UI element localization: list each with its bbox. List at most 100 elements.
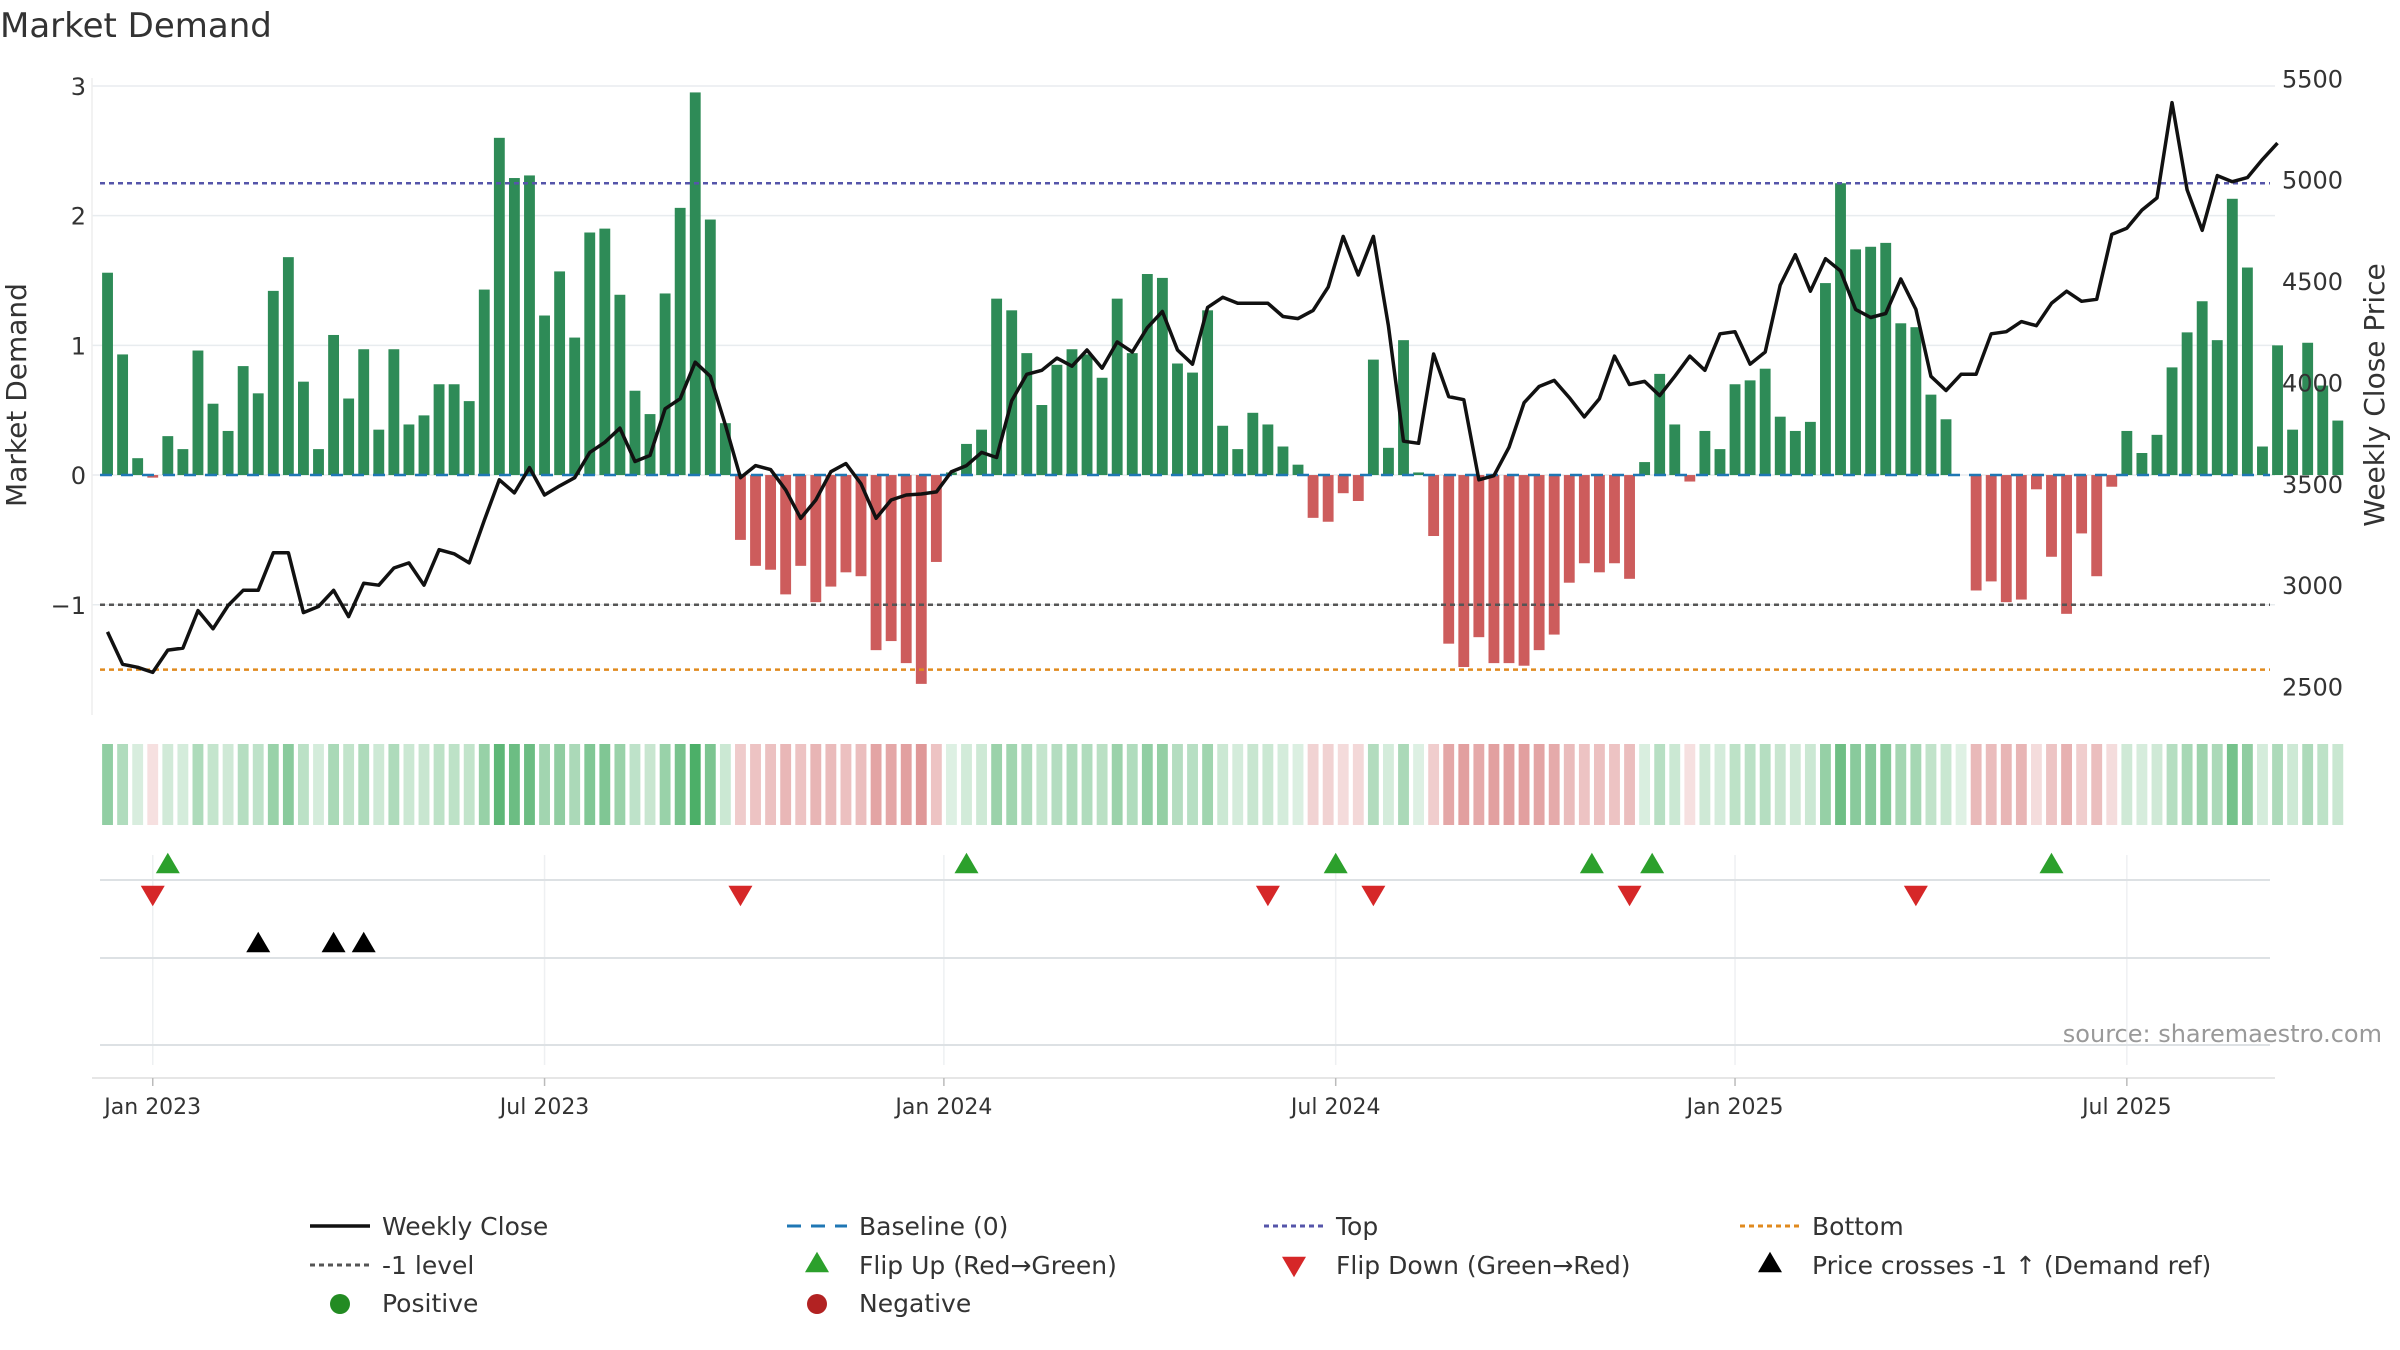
demand-bar [1820, 283, 1831, 476]
demand-bar [298, 381, 309, 476]
heat-cell [1985, 744, 1997, 825]
legend-label: Flip Down (Green→Red) [1336, 1251, 1631, 1280]
demand-bar [2136, 453, 2148, 476]
heat-cell [267, 744, 279, 825]
heat-cell [1639, 744, 1651, 825]
demand-bar [1217, 425, 1229, 476]
heat-cell [1850, 744, 1862, 825]
demand-bar [1307, 475, 1319, 518]
demand-bar [1729, 384, 1741, 476]
heat-cell [1443, 744, 1455, 825]
demand-bar [1051, 364, 1063, 476]
legend-label: Flip Up (Red→Green) [859, 1251, 1117, 1280]
demand-bar [1985, 475, 1997, 582]
gridlines [91, 78, 2275, 715]
demand-bar [930, 475, 942, 562]
heat-cell [1880, 744, 1892, 825]
demand-bar [1488, 475, 1500, 664]
heat-cell [343, 744, 355, 825]
y-tick-left: −1 [51, 592, 86, 620]
demand-bar [1850, 249, 1862, 476]
x-tick-label: Jan 2024 [893, 1095, 992, 1120]
demand-bar [2287, 429, 2299, 476]
heat-cell [373, 744, 385, 825]
demand-bar [2257, 446, 2268, 476]
demand-bar [554, 271, 566, 476]
demand-bar [463, 401, 475, 476]
heat-cell [885, 744, 897, 825]
heat-cell [1548, 744, 1560, 825]
demand-bar [885, 475, 897, 642]
heat-cell [1383, 744, 1394, 825]
x-tick-label: Jul 2023 [498, 1095, 590, 1120]
heat-cell [810, 744, 822, 825]
legend-swatch [805, 1251, 829, 1273]
weekly-close-polyline [105, 100, 2279, 675]
heat-cell [1729, 744, 1741, 825]
demand-bar [2211, 340, 2223, 476]
flip-down-marker [1903, 885, 1928, 907]
price-cross-marker [321, 931, 346, 953]
demand-bar [1639, 462, 1651, 476]
heat-cell [1262, 744, 1274, 825]
heat-cell [1307, 744, 1319, 825]
demand-bar [2091, 475, 2103, 577]
heat-cell [554, 744, 566, 825]
heat-cell [1172, 744, 1183, 825]
heat-cell [674, 744, 686, 825]
heat-cell [237, 744, 249, 825]
demand-bar [1789, 430, 1801, 476]
demand-bar [1383, 447, 1394, 476]
heat-cell [1518, 744, 1530, 825]
demand-bar [1247, 412, 1259, 476]
demand-bar [2046, 475, 2057, 557]
demand-bar [1322, 475, 1334, 522]
heat-cell [1081, 744, 1093, 825]
demand-bar [1458, 475, 1470, 668]
demand-bar [1156, 277, 1168, 476]
heat-cell [1217, 744, 1229, 825]
demand-bar [1774, 416, 1786, 476]
heat-cell [599, 744, 611, 825]
heat-cell [2196, 744, 2208, 825]
heat-cell [991, 744, 1003, 825]
legend-label: Top [1335, 1212, 1378, 1241]
heat-cell [1292, 744, 1304, 825]
flip-down-marker [1617, 885, 1642, 907]
heat-cell [2272, 744, 2283, 825]
demand-bar [1804, 421, 1816, 476]
demand-bar [719, 423, 731, 476]
demand-bar [1398, 340, 1409, 476]
heat-cell [795, 744, 807, 825]
weekly-close-line [105, 100, 2279, 675]
y-axis-label-left: Market Demand [0, 283, 33, 507]
demand-bar [1172, 363, 1183, 476]
y-tick-left: 2 [71, 203, 86, 231]
demand-bar [1548, 475, 1560, 635]
demand-bar [825, 475, 837, 587]
flip-down-marker [1361, 885, 1386, 907]
flip-up-marker [1323, 852, 1348, 874]
demand-bar [1593, 475, 1605, 573]
demand-bar [750, 475, 761, 566]
demand-bar [222, 430, 234, 476]
y-tick-right: 4500 [2282, 268, 2343, 296]
heat-cell [765, 744, 777, 825]
axis-ticks: 3 2 1 0 −1 5500 5000 4500 4000 3500 3000 2500 [51, 65, 2343, 701]
heat-cell [1563, 744, 1575, 825]
y-tick-left: 1 [71, 332, 86, 360]
heat-cell [2000, 744, 2012, 825]
demand-bar [252, 393, 264, 476]
heat-cell [1684, 744, 1696, 825]
heat-cell [328, 744, 340, 825]
flip-up-marker [155, 852, 180, 874]
heat-cell [463, 744, 475, 825]
heat-cell [147, 744, 159, 825]
demand-bar [2015, 475, 2027, 600]
heat-cell [2121, 744, 2133, 825]
heat-cell [2136, 744, 2148, 825]
demand-bar [1111, 298, 1123, 476]
heat-cell [1714, 744, 1726, 825]
heat-cell [1398, 744, 1409, 825]
legend-swatch [1758, 1251, 1782, 1273]
